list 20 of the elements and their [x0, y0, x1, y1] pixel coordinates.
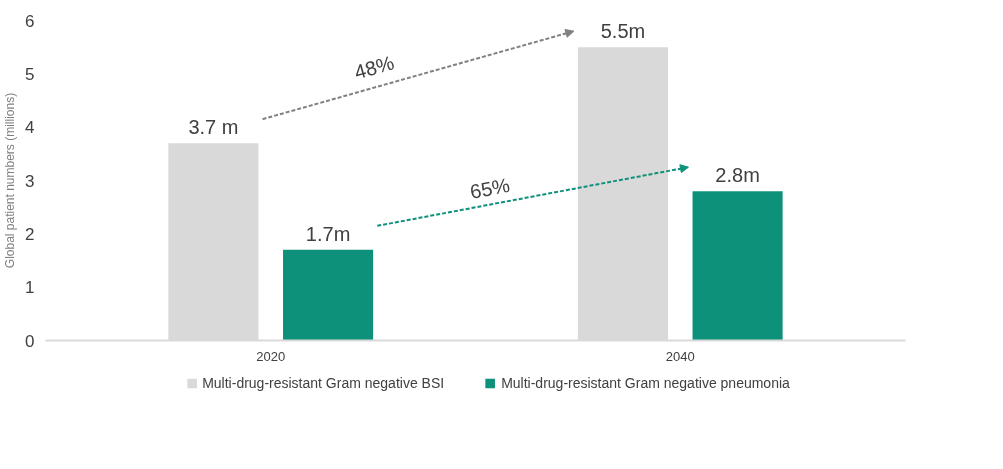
x-tick-label: 2020 — [256, 348, 286, 364]
y-tick-label: 0 — [25, 331, 35, 351]
legend-label: Multi-drug-resistant Gram negative pneumonia — [501, 375, 790, 391]
y-axis-title: Global patient numbers (millions) — [3, 92, 18, 269]
data-label: 1.7m — [305, 223, 351, 246]
y-tick-label: 2 — [25, 224, 35, 244]
data-label: 3.7 m — [188, 116, 239, 139]
y-tick-label: 5 — [25, 64, 35, 84]
bar — [283, 249, 374, 341]
y-tick-label: 1 — [25, 278, 35, 298]
y-tick-label: 6 — [25, 11, 35, 31]
data-label: 5.5m — [600, 20, 646, 43]
x-tick-label: 2040 — [665, 348, 695, 364]
data-label: 2.8m — [715, 164, 760, 187]
legend-label: Multi-drug-resistant Gram negative BSI — [202, 375, 445, 391]
annotation: 48% — [351, 51, 397, 84]
y-tick-label: 4 — [25, 118, 35, 138]
y-tick-label: 3 — [25, 171, 35, 191]
annotation: 65% — [468, 173, 512, 203]
bar — [692, 191, 783, 341]
